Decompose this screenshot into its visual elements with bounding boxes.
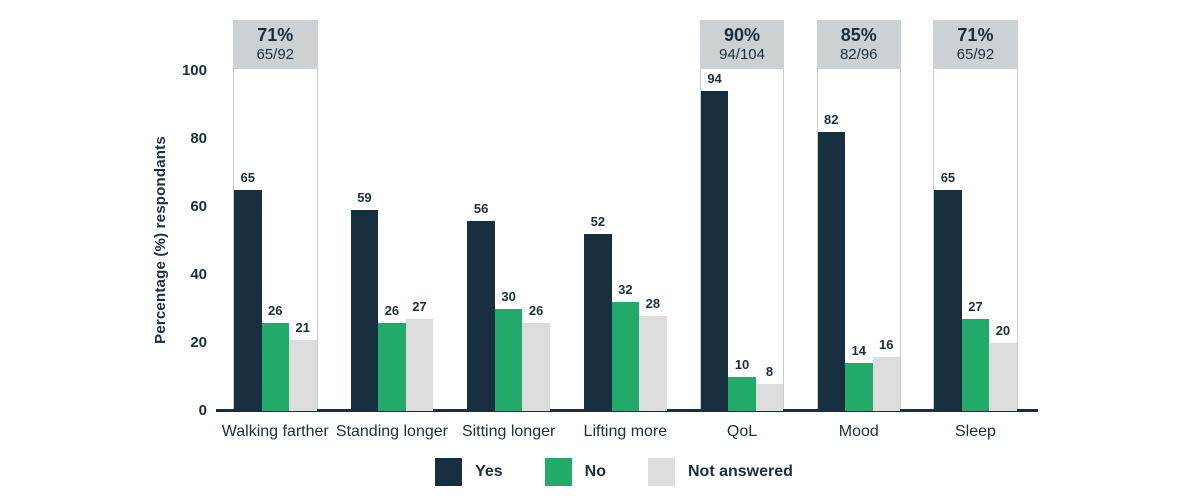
y-tick-label: 40	[190, 266, 207, 283]
y-tick-label: 100	[181, 62, 207, 79]
legend-label: No	[584, 463, 606, 480]
callout-percent: 90%	[724, 25, 761, 45]
bar-value-label: 27	[968, 299, 983, 315]
legend-swatch	[544, 458, 572, 486]
bar-value-label: 26	[528, 302, 544, 318]
bar-yes	[934, 190, 962, 411]
legend-item-yes: Yes	[435, 458, 503, 486]
x-axis-category-label: Walking farther	[221, 423, 329, 440]
bar-value-label: 8	[765, 363, 774, 379]
bar-no	[728, 377, 756, 411]
x-axis-category-label: Standing longer	[335, 423, 448, 440]
y-axis-title: Percentage (%) respondants	[152, 136, 169, 344]
bar-value-label: 14	[851, 343, 866, 359]
bar-not-answered	[639, 315, 667, 411]
bar-value-label: 52	[590, 214, 606, 230]
bar-yes	[467, 220, 495, 411]
x-axis-category-label: QoL	[726, 423, 758, 440]
bar-no	[961, 319, 990, 411]
bar-yes	[350, 210, 379, 411]
callout-header: 85% 82/96	[816, 20, 901, 69]
bar-no	[261, 322, 289, 411]
callout-percent: 71%	[257, 25, 294, 45]
bar-no	[494, 309, 523, 411]
callout-header: 71% 65/92	[933, 20, 1018, 69]
bar-yes	[234, 190, 262, 411]
bar-no	[845, 363, 873, 411]
legend-label: Not answered	[688, 463, 793, 480]
bar-value-label: 26	[384, 302, 400, 318]
bar-value-label: 65	[940, 170, 956, 185]
bar-value-label: 30	[501, 289, 516, 304]
callout-fraction: 65/92	[956, 46, 995, 63]
bar-value-label: 59	[357, 190, 372, 206]
callout-fraction: 94/104	[719, 46, 765, 63]
bar-not-answered	[405, 319, 434, 411]
bar-not-answered	[989, 343, 1017, 411]
bar-value-label: 21	[295, 319, 310, 335]
bar-value-label: 20	[995, 323, 1011, 338]
legend: Yes No Not answered	[14, 458, 1200, 486]
y-tick-label: 20	[190, 334, 207, 351]
bar-value-label: 82	[824, 112, 839, 128]
bar-value-label: 65	[240, 170, 255, 185]
bar-not-answered	[755, 383, 784, 411]
x-axis-category-label: Sleep	[954, 423, 996, 440]
x-axis-category-label: Lifting more	[583, 423, 668, 440]
callout-percent: 85%	[840, 25, 877, 45]
bar-value-label: 16	[879, 336, 894, 352]
bar-no	[378, 322, 406, 411]
callout-percent: 71%	[957, 25, 994, 45]
legend-item-no: No	[544, 458, 606, 486]
callout-fraction: 82/96	[839, 46, 878, 63]
x-axis-category-label: Mood	[838, 423, 879, 440]
bar-not-answered	[289, 339, 317, 411]
callout-header: 71% 65/92	[233, 20, 318, 69]
bar-value-label: 28	[645, 295, 661, 311]
bar-yes	[817, 132, 845, 411]
bar-value-label: 94	[707, 71, 722, 87]
bar-yes	[700, 91, 729, 411]
bar-not-answered	[872, 356, 900, 411]
legend-item-not-answered: Not answered	[648, 458, 793, 486]
y-tick-label: 80	[190, 130, 207, 147]
bar-value-label: 10	[734, 357, 750, 372]
legend-label: Yes	[475, 463, 503, 480]
bar-not-answered	[522, 322, 550, 411]
callout-header: 90% 94/104	[699, 20, 785, 69]
bar-yes	[584, 234, 612, 411]
callout-fraction: 65/92	[256, 46, 295, 63]
bar-value-label: 27	[412, 299, 427, 315]
legend-swatch	[435, 458, 463, 486]
bar-value-label: 56	[473, 200, 489, 216]
bar-value-label: 32	[618, 282, 633, 298]
legend-swatch	[648, 458, 675, 486]
x-axis-category-label: Sitting longer	[461, 423, 556, 440]
bar-no	[611, 302, 640, 411]
y-tick-label: 60	[190, 198, 207, 215]
bar-value-label: 26	[268, 302, 283, 318]
y-tick-label: 0	[198, 402, 207, 419]
